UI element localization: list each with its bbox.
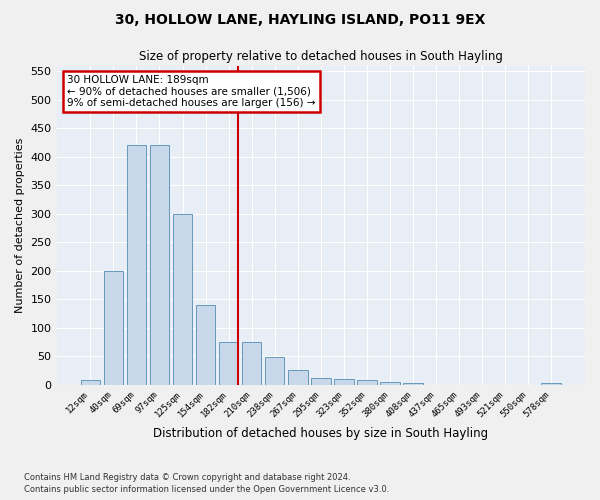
- Bar: [403, 383, 423, 384]
- Text: Contains HM Land Registry data © Crown copyright and database right 2024.: Contains HM Land Registry data © Crown c…: [24, 472, 350, 482]
- Text: 30, HOLLOW LANE, HAYLING ISLAND, PO11 9EX: 30, HOLLOW LANE, HAYLING ISLAND, PO11 9E…: [115, 12, 485, 26]
- Text: Contains public sector information licensed under the Open Government Licence v3: Contains public sector information licen…: [24, 485, 389, 494]
- Text: 30 HOLLOW LANE: 189sqm
← 90% of detached houses are smaller (1,506)
9% of semi-d: 30 HOLLOW LANE: 189sqm ← 90% of detached…: [67, 75, 316, 108]
- Bar: [196, 305, 215, 384]
- Bar: [219, 342, 238, 384]
- Bar: [104, 270, 123, 384]
- Bar: [288, 370, 308, 384]
- Y-axis label: Number of detached properties: Number of detached properties: [15, 138, 25, 313]
- Bar: [311, 378, 331, 384]
- Bar: [80, 380, 100, 384]
- Bar: [242, 342, 262, 384]
- Bar: [380, 382, 400, 384]
- Bar: [265, 358, 284, 384]
- Bar: [127, 146, 146, 384]
- Bar: [149, 146, 169, 384]
- Title: Size of property relative to detached houses in South Hayling: Size of property relative to detached ho…: [139, 50, 503, 63]
- Bar: [541, 383, 561, 384]
- Bar: [334, 379, 353, 384]
- X-axis label: Distribution of detached houses by size in South Hayling: Distribution of detached houses by size …: [153, 427, 488, 440]
- Bar: [173, 214, 193, 384]
- Bar: [357, 380, 377, 384]
